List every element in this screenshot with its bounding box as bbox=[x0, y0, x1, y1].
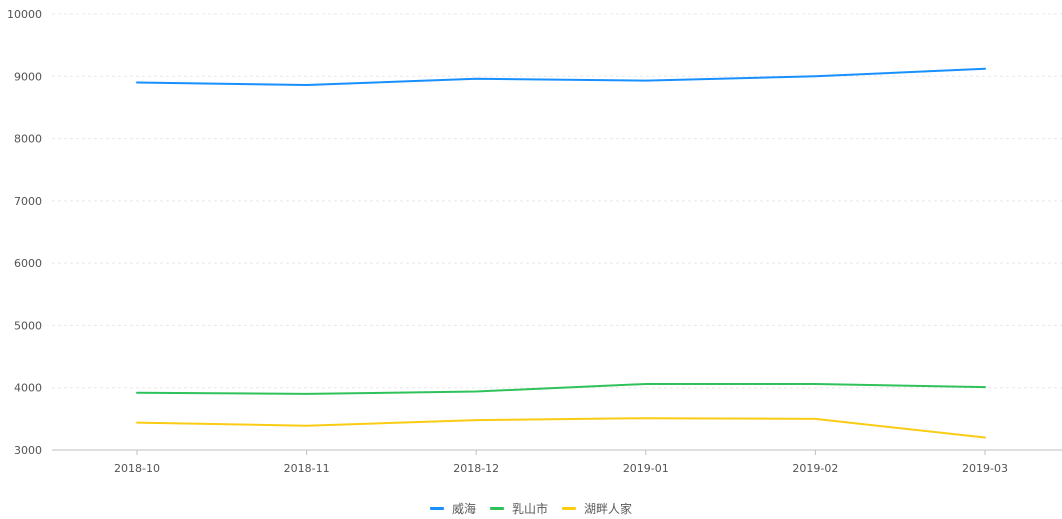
y-tick-label: 10000 bbox=[7, 8, 42, 21]
y-tick-label: 4000 bbox=[14, 382, 42, 395]
x-tick-label: 2018-11 bbox=[284, 462, 330, 475]
series-line-2[interactable] bbox=[136, 417, 986, 439]
x-tick-label: 2019-02 bbox=[792, 462, 838, 475]
y-tick-label: 7000 bbox=[14, 195, 42, 208]
x-tick-label: 2019-03 bbox=[962, 462, 1008, 475]
y-tick-label: 3000 bbox=[14, 444, 42, 457]
y-tick-label: 9000 bbox=[14, 70, 42, 83]
series-lines bbox=[136, 67, 986, 439]
legend-swatch-rushan bbox=[489, 507, 504, 510]
y-axis-ticks: 3000 4000 5000 6000 7000 8000 9000 10000 bbox=[7, 8, 42, 457]
y-tick-label: 5000 bbox=[14, 319, 42, 332]
legend-label-weihai: 威海 bbox=[451, 502, 476, 516]
y-tick-label: 8000 bbox=[14, 133, 42, 146]
legend-item-hupanrenjia[interactable]: 湖畔人家 bbox=[562, 500, 632, 517]
legend-label-hupanrenjia: 湖畔人家 bbox=[584, 502, 633, 516]
legend-swatch-weihai bbox=[429, 507, 444, 510]
x-tick-label: 2018-10 bbox=[114, 462, 160, 475]
legend-item-weihai[interactable]: 威海 bbox=[429, 500, 476, 517]
legend: 威海 乳山市 湖畔人家 bbox=[0, 500, 1062, 517]
legend-swatch-hupanrenjia bbox=[562, 507, 576, 510]
x-axis-ticks: 2018-10 2018-11 2018-12 2019-01 2019-02 2019-… bbox=[114, 450, 1008, 475]
x-tick-label: 2018-12 bbox=[453, 462, 499, 475]
legend-item-rushan[interactable]: 乳山市 bbox=[489, 500, 548, 517]
series-line-0[interactable] bbox=[136, 67, 986, 86]
x-tick-label: 2019-01 bbox=[623, 462, 669, 475]
legend-label-rushan: 乳山市 bbox=[511, 502, 548, 516]
series-line-1[interactable] bbox=[136, 383, 986, 395]
grid-lines bbox=[52, 13, 1062, 389]
y-tick-label: 6000 bbox=[14, 257, 42, 270]
